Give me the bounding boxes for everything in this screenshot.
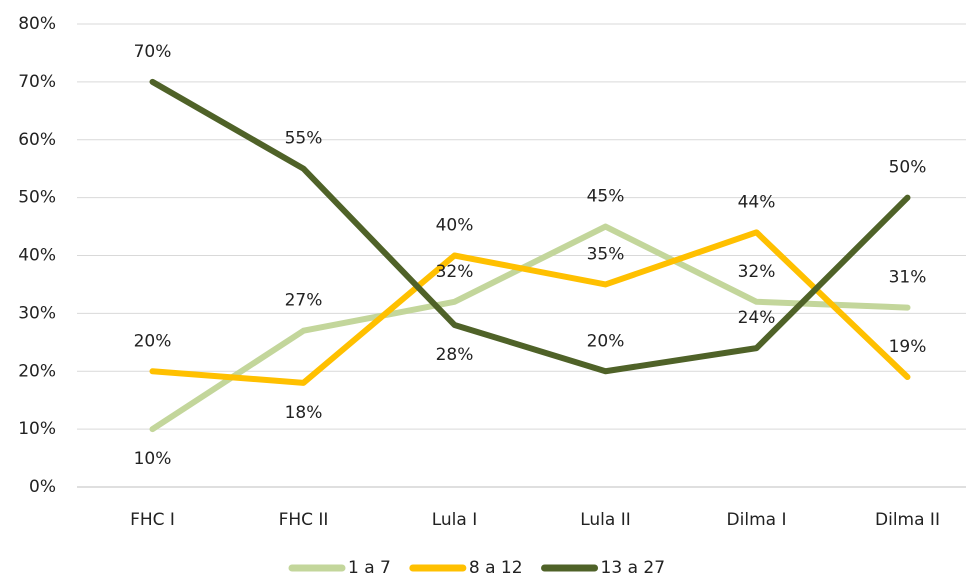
data-label: 10% (134, 449, 172, 469)
y-tick-label: 80% (18, 14, 56, 34)
y-tick-label: 40% (18, 246, 56, 266)
data-label: 70% (134, 42, 172, 62)
y-tick-label: 20% (18, 361, 56, 381)
data-label: 32% (738, 262, 776, 282)
x-tick-label: FHC I (130, 510, 175, 530)
y-tick-label: 30% (18, 303, 56, 323)
y-tick-label: 60% (18, 130, 56, 150)
legend-label: 13 a 27 (601, 558, 666, 578)
y-tick-label: 70% (18, 72, 56, 92)
data-label: 40% (436, 216, 474, 236)
data-label: 18% (285, 403, 323, 423)
data-label: 50% (889, 158, 927, 178)
legend-label: 8 a 12 (469, 558, 523, 578)
data-label: 20% (587, 331, 625, 351)
data-label: 27% (285, 291, 323, 311)
data-label: 32% (436, 262, 474, 282)
y-tick-label: 0% (29, 477, 56, 497)
data-label: 31% (889, 268, 927, 288)
y-tick-label: 50% (18, 188, 56, 208)
x-tick-label: Dilma I (727, 510, 787, 530)
data-label: 20% (134, 331, 172, 351)
x-tick-label: Dilma II (875, 510, 940, 530)
data-label: 55% (285, 129, 323, 149)
x-tick-label: FHC II (279, 510, 329, 530)
data-label: 28% (436, 345, 474, 365)
data-label: 45% (587, 187, 625, 207)
data-label: 24% (738, 308, 776, 328)
series-line (149, 78, 911, 375)
x-tick-label: Lula I (432, 510, 478, 530)
data-label: 44% (738, 192, 776, 212)
y-tick-label: 10% (18, 419, 56, 439)
series-line (149, 229, 911, 386)
data-label: 19% (889, 337, 927, 357)
data-label: 35% (587, 244, 625, 264)
legend-label: 1 a 7 (348, 558, 391, 578)
x-tick-label: Lula II (580, 510, 631, 530)
series-line (149, 223, 911, 433)
